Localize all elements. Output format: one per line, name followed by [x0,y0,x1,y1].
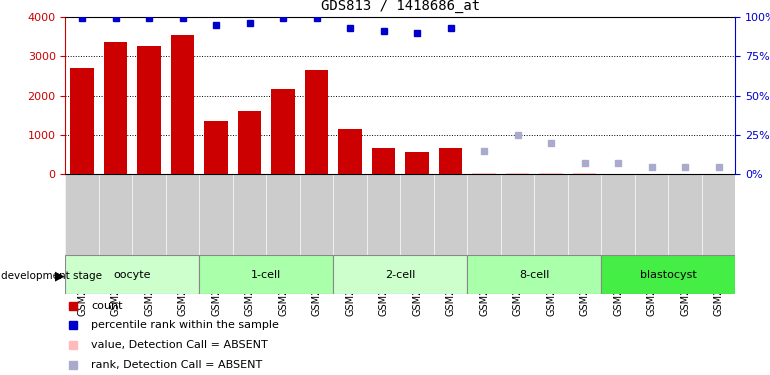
Text: oocyte: oocyte [114,270,151,280]
Bar [138,46,161,174]
Bar [205,121,228,174]
Text: 1-cell: 1-cell [251,270,282,280]
Text: development stage: development stage [1,271,102,280]
Text: rank, Detection Call = ABSENT: rank, Detection Call = ABSENT [91,360,262,370]
Bar [540,173,563,174]
Bar [238,111,261,174]
Bar [473,173,496,174]
Title: GDS813 / 1418686_at: GDS813 / 1418686_at [321,0,480,13]
Bar [272,89,295,174]
Bar [65,255,199,294]
Text: count: count [91,301,122,311]
Bar [406,152,429,174]
Text: percentile rank within the sample: percentile rank within the sample [91,320,279,330]
Bar [506,173,529,174]
Bar [601,255,735,294]
Bar [372,148,395,174]
Text: value, Detection Call = ABSENT: value, Detection Call = ABSENT [91,340,268,350]
Bar [333,255,467,294]
Bar [573,173,596,174]
Text: 8-cell: 8-cell [519,270,550,280]
Bar [199,255,333,294]
Bar [171,34,194,174]
Bar [467,255,601,294]
Text: ▶: ▶ [55,269,65,282]
Bar [439,148,462,174]
Bar [305,70,328,174]
Text: 2-cell: 2-cell [385,270,416,280]
Bar [71,68,94,174]
Bar [339,129,362,174]
Text: blastocyst: blastocyst [640,270,697,280]
Bar [104,42,127,174]
